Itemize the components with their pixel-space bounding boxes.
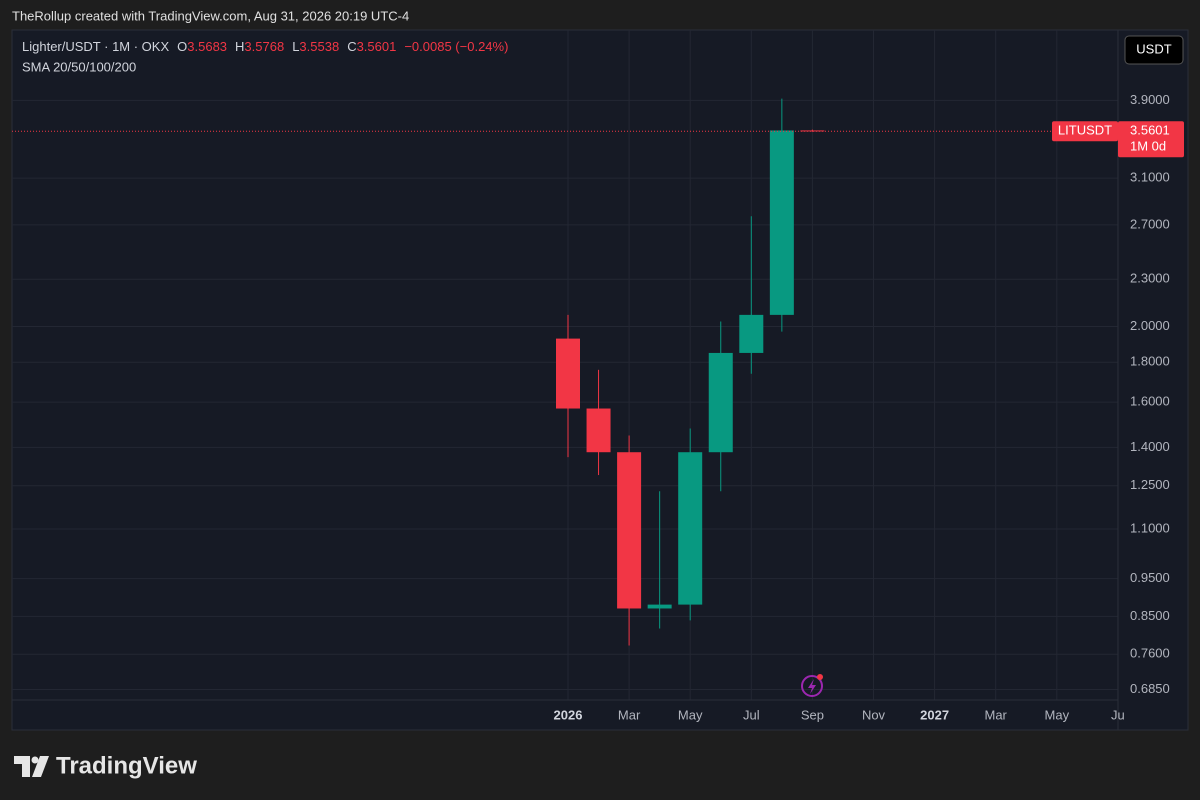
plot: [12, 98, 1052, 646]
x-tick-label: Ju: [1111, 707, 1125, 722]
logo-shape: [31, 756, 39, 764]
y-tick-label: 0.8500: [1130, 608, 1170, 623]
low-value: 3.5538: [299, 39, 339, 54]
y-tick-label: 3.9000: [1130, 92, 1170, 107]
candle-body: [556, 338, 580, 409]
candle-body: [678, 452, 703, 605]
currency-button-label[interactable]: USDT: [1136, 41, 1171, 56]
y-tick-label: 1.2500: [1130, 477, 1170, 492]
currency-button[interactable]: [1124, 35, 1184, 65]
ticker-label-box: [1052, 121, 1118, 142]
low-label: L: [292, 39, 299, 54]
y-tick-label: 0.6850: [1130, 681, 1170, 696]
y-tick-label: 1.4000: [1130, 439, 1170, 454]
logo-shape: [32, 756, 49, 777]
price-label-box: [1118, 121, 1184, 158]
price-label: 3.5601: [1130, 123, 1170, 138]
y-tick-label: 0.7600: [1130, 646, 1170, 661]
y-tick-label: 2.0000: [1130, 318, 1170, 333]
countdown-label: 1M 0d: [1130, 139, 1166, 154]
candle-body: [617, 452, 642, 609]
event-icon-bolt: [808, 679, 816, 694]
y-tick-label: 3.1000: [1130, 170, 1170, 185]
brand-name: TradingView: [56, 752, 197, 779]
close-value: 3.5601: [357, 39, 397, 54]
logo-shape: [14, 756, 30, 777]
x-tick-label: Nov: [862, 707, 886, 722]
event-icon[interactable]: [801, 675, 823, 697]
event-dot: [817, 674, 823, 680]
x-tick-label: 2027: [920, 707, 949, 722]
legend-header: Lighter/USDT · 1M · OKX O3.5683 H3.5768 L3.…: [22, 39, 508, 54]
x-tick-label: Mar: [618, 707, 641, 722]
x-tick-label: Sep: [801, 707, 824, 722]
y-tick-label: 2.7000: [1130, 216, 1170, 231]
candle-body: [586, 408, 611, 453]
high-value: 3.5768: [244, 39, 284, 54]
ticker-label: LITUSDT: [1058, 123, 1112, 138]
caption: TheRollup created with TradingView.com, …: [12, 8, 409, 23]
candle-body: [739, 314, 764, 353]
open-label: O: [177, 39, 187, 54]
change: −0.0085 (−0.24%): [404, 39, 508, 54]
y-tick-label: 2.3000: [1130, 271, 1170, 286]
x-tick-label: May: [1045, 707, 1070, 722]
x-tick-label: Jul: [743, 707, 760, 722]
y-tick-label: 1.1000: [1130, 520, 1170, 535]
brand-logo: [14, 756, 49, 777]
close-label: C: [347, 39, 356, 54]
candle-body: [800, 130, 825, 132]
indicator-label: SMA 20/50/100/200: [22, 59, 136, 74]
y-tick-label: 0.9500: [1130, 570, 1170, 585]
y-tick-label: 1.8000: [1130, 354, 1170, 369]
y-tick-label: 1.6000: [1130, 394, 1170, 409]
candle-body: [647, 604, 672, 609]
symbol: Lighter/USDT · 1M · OKX: [22, 39, 169, 54]
x-tick-label: Mar: [985, 707, 1008, 722]
high-label: H: [235, 39, 244, 54]
candle-body: [769, 130, 794, 315]
x-tick-label: May: [678, 707, 703, 722]
chart-panel: [11, 29, 1189, 731]
x-tick-label: 2026: [554, 707, 583, 722]
candle-body: [708, 352, 733, 453]
open-value: 3.5683: [187, 39, 227, 54]
